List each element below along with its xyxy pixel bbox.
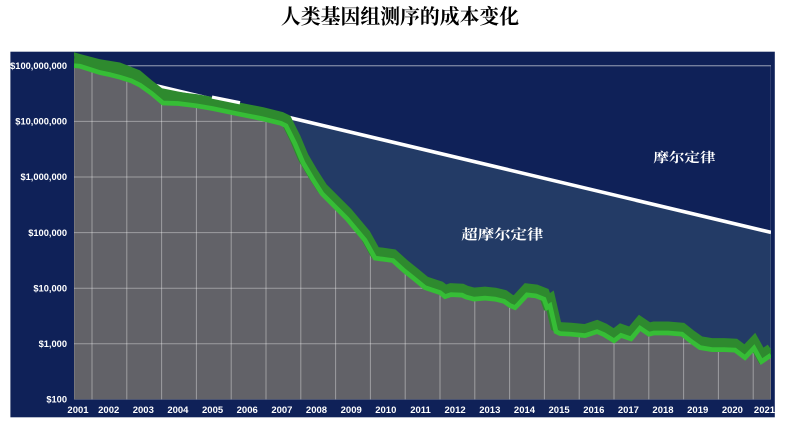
svg-text:2011: 2011 <box>410 405 431 416</box>
svg-text:2006: 2006 <box>237 405 258 416</box>
svg-text:2019: 2019 <box>687 405 708 416</box>
svg-text:$1,000,000: $1,000,000 <box>20 172 67 182</box>
svg-text:$100,000: $100,000 <box>28 228 67 238</box>
svg-text:2016: 2016 <box>583 405 604 416</box>
svg-text:$100,000,000: $100,000,000 <box>10 61 67 71</box>
svg-text:2007: 2007 <box>271 405 292 416</box>
svg-text:2009: 2009 <box>341 405 362 416</box>
svg-text:$10,000,000: $10,000,000 <box>15 117 67 127</box>
svg-text:2010: 2010 <box>375 405 396 416</box>
svg-text:2013: 2013 <box>479 405 500 416</box>
svg-text:2014: 2014 <box>514 405 536 416</box>
svg-text:2021: 2021 <box>754 405 776 416</box>
svg-text:2008: 2008 <box>306 405 327 416</box>
svg-text:2018: 2018 <box>652 405 673 416</box>
svg-text:2012: 2012 <box>445 405 466 416</box>
svg-text:2004: 2004 <box>167 405 189 416</box>
svg-text:2002: 2002 <box>98 405 119 416</box>
svg-text:$100: $100 <box>46 395 67 405</box>
svg-text:$10,000: $10,000 <box>33 283 67 293</box>
svg-text:2001: 2001 <box>67 405 89 416</box>
svg-text:2020: 2020 <box>722 405 743 416</box>
svg-text:2015: 2015 <box>549 405 571 416</box>
svg-text:2003: 2003 <box>133 405 154 416</box>
svg-text:2017: 2017 <box>618 405 639 416</box>
svg-text:2005: 2005 <box>202 405 224 416</box>
svg-text:$1,000: $1,000 <box>39 339 67 349</box>
